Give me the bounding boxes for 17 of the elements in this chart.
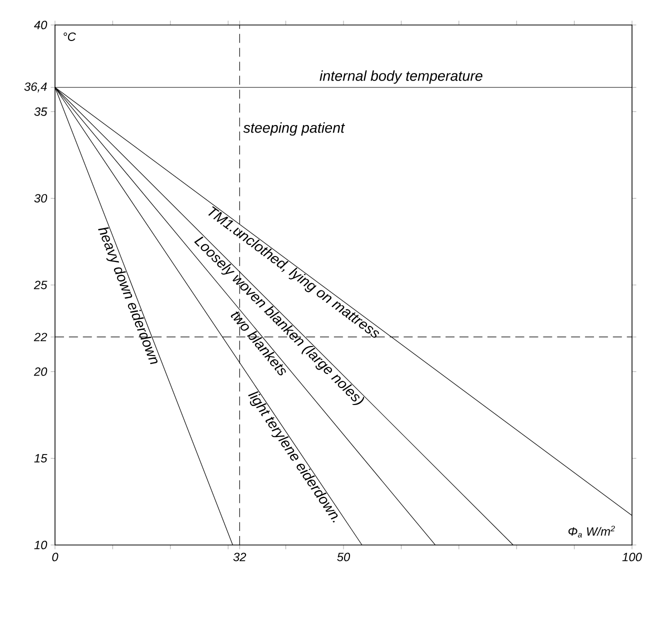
ref-line-label: steeping patient <box>243 122 346 136</box>
y-tick-label: 22 <box>34 332 48 342</box>
y-tick-label: 20 <box>34 367 48 376</box>
x-axis-title: Φ$_{a}$ W/m$^{2}$ <box>568 526 615 538</box>
y-tick-label: 40 <box>34 20 48 30</box>
y-tick-label: 15 <box>34 454 48 462</box>
x-tick-label: 100 <box>622 552 642 562</box>
y-tick-label: 30 <box>34 194 48 203</box>
y-tick-label: 25 <box>34 280 48 290</box>
y-axis-title: °C <box>64 32 76 41</box>
ref-line-label: internal body temperature <box>320 70 482 84</box>
y-tick-label: 10 <box>34 540 48 550</box>
x-tick-label: 50 <box>337 552 350 562</box>
y-tick-label: 35 <box>34 107 48 116</box>
x-tick-label: 0 <box>52 552 58 562</box>
x-tick-label: 32 <box>233 552 246 562</box>
y-tick-label: 36,4 <box>24 82 47 92</box>
